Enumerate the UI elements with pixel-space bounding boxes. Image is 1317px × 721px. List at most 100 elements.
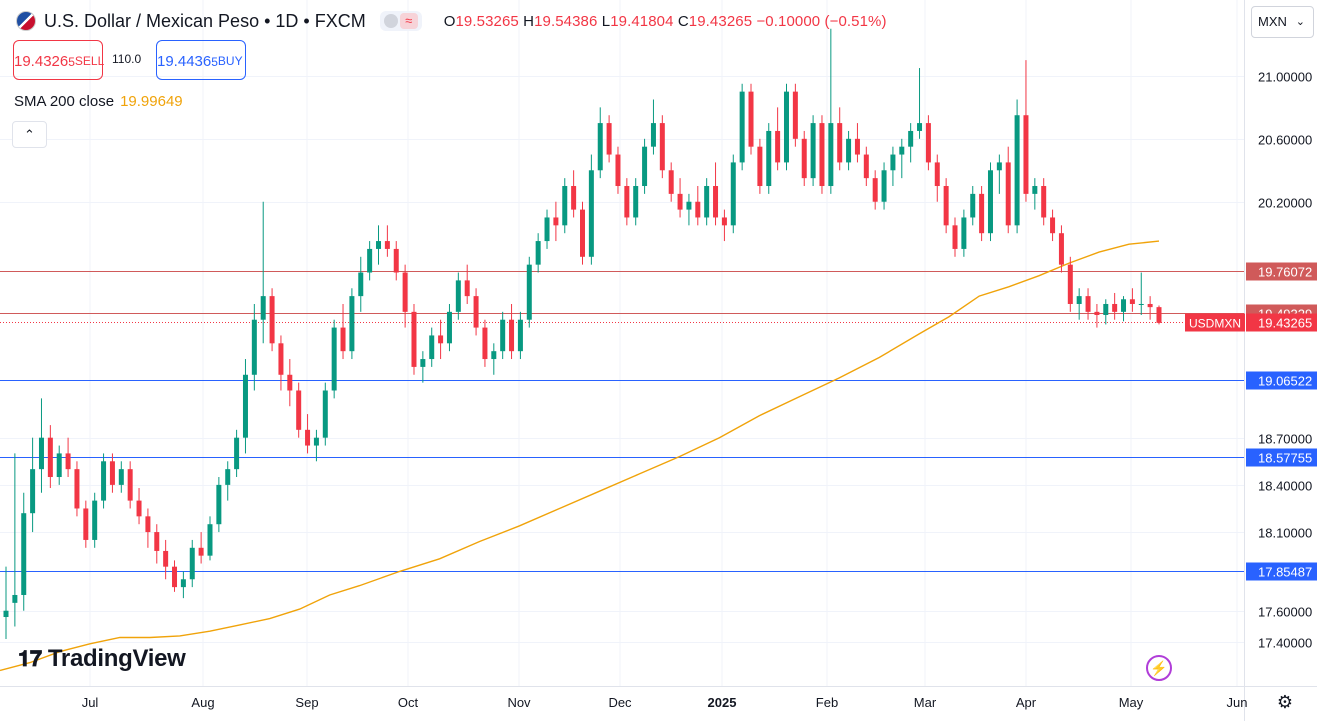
market-status-icon [383, 14, 398, 28]
lightning-icon[interactable]: ⚡ [1146, 655, 1172, 681]
symbol-title[interactable]: U.S. Dollar / Mexican Peso • 1D • FXCM [44, 10, 366, 31]
currency-selector[interactable]: MXN ⌄ [1251, 6, 1314, 38]
price-level-labels: 19.7607219.4932919.0652218.5775517.85487… [1185, 262, 1317, 581]
price-tick-label: 21.00000 [1258, 70, 1312, 85]
candle-body [65, 453, 71, 470]
candle-body [189, 547, 195, 580]
sma-200-line [0, 240, 1160, 672]
time-tick-label: Mar [914, 695, 937, 710]
candle [890, 146, 896, 187]
low-label: L [601, 12, 611, 30]
candle [544, 209, 550, 249]
close-value: 19.43265 [688, 12, 753, 30]
candle-body [828, 123, 834, 187]
price-tick-label: 20.60000 [1258, 133, 1312, 148]
collapse-legend-button[interactable]: ⌃ [12, 121, 47, 148]
time-tick-label: Apr [1016, 695, 1037, 710]
candle [996, 154, 1002, 194]
candle-body [615, 154, 621, 187]
candle-body [562, 186, 568, 226]
candle [1076, 288, 1082, 320]
candle [296, 382, 302, 438]
candle [650, 99, 656, 155]
candle [863, 146, 869, 187]
candle [180, 571, 186, 599]
candle [384, 225, 390, 257]
time-tick-label: Nov [507, 695, 531, 710]
candle-body [322, 390, 328, 438]
candle-body [925, 123, 931, 163]
level-label-bg [1246, 262, 1317, 281]
candle [713, 162, 719, 226]
buy-price: 19.4436 [157, 52, 212, 70]
time-tick-label: Oct [398, 695, 419, 710]
candle [783, 83, 789, 171]
candle-body [242, 374, 248, 438]
candle [872, 170, 878, 210]
candle [38, 398, 44, 493]
candle-body [1085, 296, 1091, 312]
candle-body [526, 264, 532, 320]
candle [1094, 303, 1100, 328]
candle-body [695, 201, 701, 218]
candle [12, 453, 18, 627]
candle [172, 560, 178, 592]
candle [189, 539, 195, 588]
candle [198, 532, 204, 564]
candle-body [961, 217, 967, 249]
sell-button[interactable]: 19.43265 SELL [13, 40, 104, 80]
level-label-bg [1246, 562, 1317, 581]
buy-price-pip: 5 [211, 54, 218, 69]
candle-body [606, 123, 612, 155]
candle [943, 178, 949, 234]
candle [1032, 178, 1038, 210]
candle-body [535, 241, 541, 265]
candle-body [367, 248, 373, 273]
price-tick-label: 18.70000 [1258, 432, 1312, 447]
candle-body [1050, 217, 1056, 234]
candle [686, 193, 692, 226]
candle [393, 241, 399, 281]
candle-body [704, 186, 710, 218]
candle-body [775, 130, 781, 163]
candle-body [580, 209, 585, 257]
sma-legend[interactable]: SMA 200 close 19.99649 [14, 93, 183, 110]
chart-grid [0, 0, 1244, 686]
candle [1147, 296, 1153, 320]
time-tick-label: May [1119, 695, 1144, 710]
last-price-label-bg [1246, 313, 1317, 332]
candle-body [739, 91, 745, 163]
candle-body [1014, 115, 1020, 226]
candle-body [198, 547, 204, 556]
candle-body [313, 437, 319, 446]
candle [588, 154, 594, 265]
candle-body [846, 138, 852, 163]
candle-body [500, 319, 506, 352]
price-tick-label: 20.20000 [1258, 196, 1312, 211]
candle-body [1103, 303, 1109, 315]
tradingview-logo[interactable]: 𝟏𝟕 TradingView [18, 645, 186, 673]
candle [881, 162, 887, 210]
candle-body [517, 319, 523, 352]
candle [429, 327, 435, 367]
candle [624, 178, 630, 226]
candle-body [783, 91, 789, 163]
candle-body [145, 516, 151, 533]
candle-body [136, 500, 142, 517]
candle [695, 186, 701, 226]
candle-body [1076, 296, 1082, 304]
candle [606, 115, 612, 163]
indicator-status-pill[interactable]: ≈ [379, 11, 422, 31]
candle [668, 162, 674, 202]
candle [1050, 209, 1056, 242]
candle-body [1041, 186, 1047, 218]
candle-body [47, 437, 53, 478]
settings-gear-icon[interactable]: ⚙ [1276, 692, 1294, 712]
candle-body [420, 359, 426, 367]
candle-body [899, 146, 905, 155]
buy-button[interactable]: 19.44365 BUY [156, 40, 246, 80]
candle [3, 566, 9, 640]
candle-body [837, 123, 843, 163]
candle [74, 461, 80, 517]
